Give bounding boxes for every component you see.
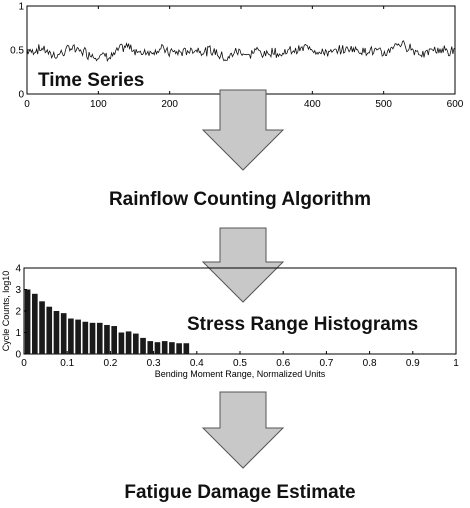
histogram-x-tick-label: 0.2	[103, 358, 117, 369]
histogram-x-axis-label: Bending Moment Range, Normalized Units	[155, 369, 326, 379]
histogram-y-tick-label: 3	[15, 285, 21, 296]
histogram-x-tick-label: 1	[453, 358, 459, 369]
histogram-bar	[53, 311, 60, 354]
histogram-bar	[169, 342, 175, 354]
histogram-bar	[46, 306, 53, 354]
histogram-y-ticks: 0 1 2 3 4	[15, 264, 27, 361]
time-series-x-tick-label: 600	[447, 99, 464, 110]
histogram-bar	[39, 301, 45, 354]
time-series-x-tick-label: 400	[304, 99, 321, 110]
time-series-plot-frame	[26, 5, 456, 95]
histogram-bar	[125, 331, 132, 354]
time-series-panel: 0100200300400500600 00.51 Time Series	[10, 2, 464, 111]
histogram-x-tick-label: 0.8	[363, 358, 377, 369]
time-series-y-ticks: 00.51	[10, 2, 30, 101]
time-series-y-tick-label: 0	[18, 90, 24, 101]
histogram-bars	[24, 289, 190, 355]
histogram-bar	[68, 318, 74, 354]
histogram-x-tick-label: 0.4	[190, 358, 204, 369]
histogram-x-tick-label: 0.1	[60, 358, 74, 369]
histogram-x-tick-label: 0.3	[147, 358, 161, 369]
histogram-bar	[133, 333, 139, 354]
histogram-y-tick-label: 0	[15, 350, 21, 361]
time-series-y-tick-label: 1	[18, 2, 24, 13]
histogram-panel: 0 0.1 0.2 0.3 0.4 0.5 0.6 0.7 0.8 0.9 1 0 1 2 3 4 Bend…	[1, 264, 459, 380]
down-arrow-3	[201, 391, 285, 469]
histogram-y-tick-label: 1	[15, 328, 21, 339]
histogram-x-tick-label: 0.6	[276, 358, 290, 369]
histogram-bar	[176, 343, 182, 354]
time-series-x-tick-label: 0	[24, 99, 30, 110]
time-series-y-tick-label: 0.5	[10, 46, 24, 57]
histogram-bar	[89, 322, 96, 354]
histogram-x-tick-label: 0.7	[319, 358, 333, 369]
time-series-x-tick-label: 500	[375, 99, 392, 110]
histogram-bar	[154, 342, 161, 354]
histogram-y-tick-label: 2	[15, 307, 21, 318]
histogram-bar	[24, 289, 31, 354]
histogram-bar	[104, 324, 110, 354]
histogram-bar	[75, 319, 81, 354]
time-series-label: Time Series	[38, 70, 144, 91]
damage-label: Fatigue Damage Estimate	[124, 482, 355, 503]
histogram-bar	[96, 322, 103, 354]
histogram-x-tick-label: 0.9	[406, 358, 420, 369]
histogram-bar	[60, 313, 67, 354]
histogram-bar	[161, 341, 168, 354]
histogram-bar	[111, 326, 117, 354]
rainflow-label: Rainflow Counting Algorithm	[109, 189, 371, 210]
histogram-label: Stress Range Histograms	[187, 314, 418, 335]
down-arrow-2	[201, 227, 285, 303]
histogram-y-tick-label: 4	[15, 264, 21, 275]
histogram-x-tick-label: 0.5	[233, 358, 247, 369]
histogram-bar	[147, 341, 154, 354]
down-arrow-1	[201, 89, 285, 171]
time-series-x-tick-label: 100	[90, 99, 107, 110]
histogram-bar	[140, 337, 146, 355]
time-series-line	[26, 40, 456, 62]
histogram-bar	[82, 321, 89, 354]
histogram-bar	[32, 293, 38, 354]
histogram-x-tick-label: 0	[21, 358, 27, 369]
histogram-y-axis-label: Cycle Counts, log10	[1, 271, 11, 352]
histogram-bar	[183, 343, 190, 354]
histogram-bar	[118, 332, 125, 354]
time-series-x-tick-label: 200	[161, 99, 178, 110]
histogram-x-ticks: 0 0.1 0.2 0.3 0.4 0.5 0.6 0.7 0.8 0.9 1	[21, 351, 459, 369]
